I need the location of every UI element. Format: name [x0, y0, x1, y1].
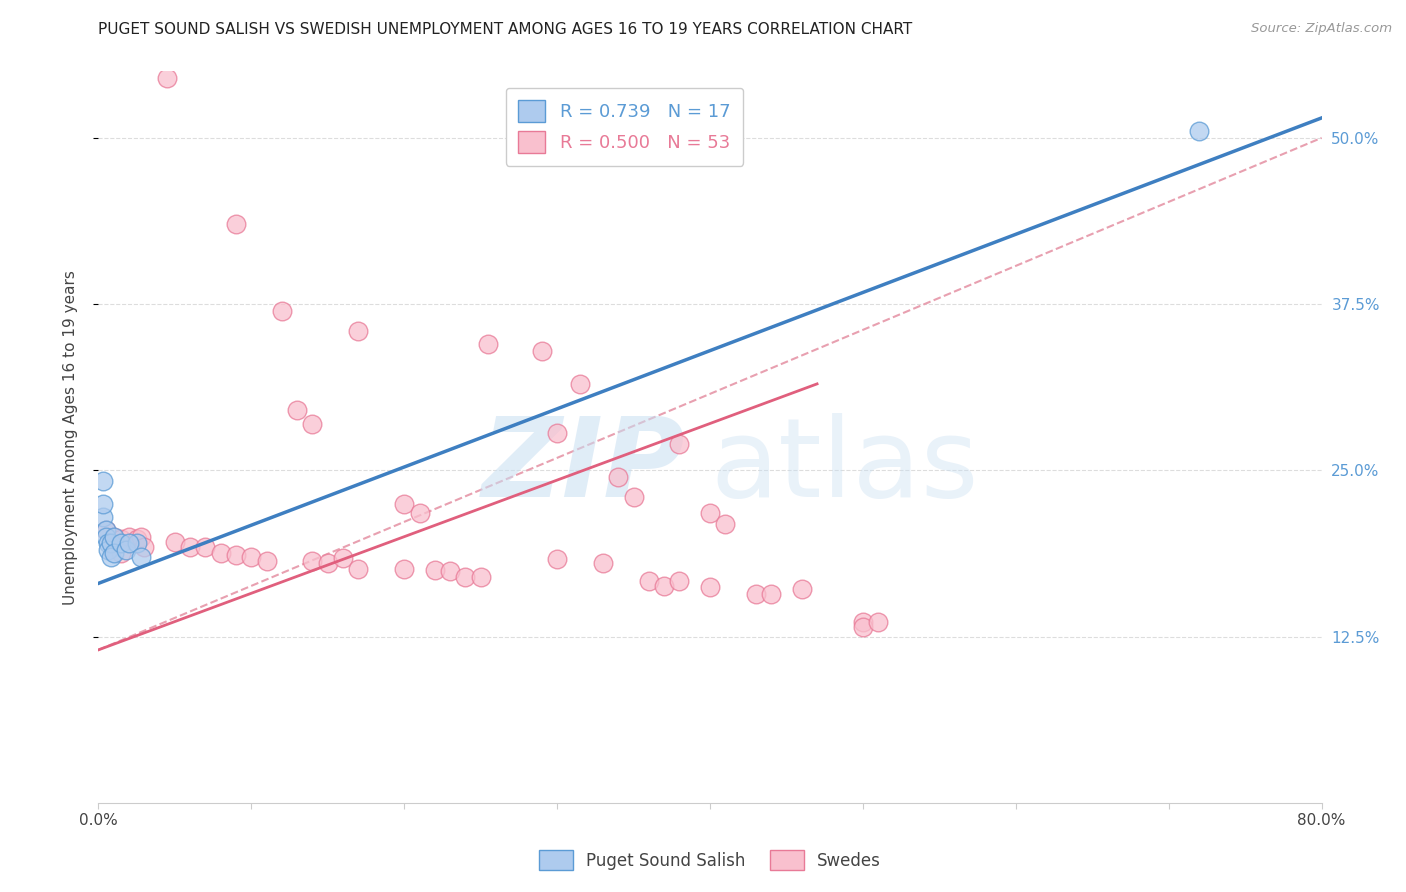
- Point: [256, 554, 278, 568]
- Point: [118, 530, 141, 544]
- Point: [477, 337, 499, 351]
- Point: [270, 303, 292, 318]
- Text: ZIP: ZIP: [482, 413, 686, 520]
- Text: PUGET SOUND SALISH VS SWEDISH UNEMPLOYMENT AMONG AGES 16 TO 19 YEARS CORRELATION: PUGET SOUND SALISH VS SWEDISH UNEMPLOYME…: [98, 22, 912, 37]
- Y-axis label: Unemployment Among Ages 16 to 19 years: Unemployment Among Ages 16 to 19 years: [63, 269, 77, 605]
- Point: [439, 565, 461, 579]
- Point: [569, 376, 592, 391]
- Point: [94, 530, 117, 544]
- Point: [115, 543, 138, 558]
- Point: [316, 557, 339, 571]
- Point: [714, 516, 737, 531]
- Point: [546, 426, 568, 441]
- Point: [852, 615, 875, 629]
- Point: [423, 563, 446, 577]
- Point: [156, 70, 179, 85]
- Point: [392, 562, 416, 576]
- Point: [103, 530, 125, 544]
- Point: [100, 536, 122, 550]
- Point: [125, 536, 148, 550]
- Point: [699, 506, 721, 520]
- Point: [129, 530, 152, 544]
- Text: atlas: atlas: [710, 413, 979, 520]
- Point: [225, 549, 247, 563]
- Point: [91, 474, 114, 488]
- Point: [125, 533, 148, 547]
- Point: [347, 562, 370, 576]
- Point: [668, 436, 690, 450]
- Point: [129, 549, 152, 564]
- Text: Source: ZipAtlas.com: Source: ZipAtlas.com: [1251, 22, 1392, 36]
- Point: [134, 541, 156, 555]
- Point: [652, 579, 675, 593]
- Point: [1188, 124, 1211, 138]
- Point: [100, 549, 122, 564]
- Point: [103, 546, 125, 560]
- Point: [759, 587, 782, 601]
- Point: [118, 536, 141, 550]
- Point: [194, 541, 217, 555]
- Point: [97, 543, 120, 558]
- Point: [392, 497, 416, 511]
- Point: [470, 570, 492, 584]
- Point: [301, 417, 323, 431]
- Point: [91, 509, 114, 524]
- Point: [94, 523, 117, 537]
- Point: [163, 535, 186, 549]
- Point: [546, 552, 568, 566]
- Legend: Puget Sound Salish, Swedes: Puget Sound Salish, Swedes: [531, 841, 889, 879]
- Point: [301, 554, 323, 568]
- Point: [347, 324, 370, 338]
- Point: [454, 570, 477, 584]
- Point: [699, 580, 721, 594]
- Point: [745, 587, 768, 601]
- Point: [530, 343, 553, 358]
- Point: [209, 546, 232, 560]
- Point: [852, 620, 875, 634]
- Point: [91, 497, 114, 511]
- Point: [225, 217, 247, 231]
- Point: [637, 574, 661, 588]
- Point: [668, 574, 690, 588]
- Point: [179, 541, 201, 555]
- Point: [607, 470, 630, 484]
- Point: [285, 403, 308, 417]
- Point: [110, 533, 132, 547]
- Point: [790, 582, 813, 596]
- Point: [332, 551, 354, 566]
- Point: [110, 546, 132, 560]
- Point: [868, 615, 890, 629]
- Point: [592, 557, 614, 571]
- Point: [623, 490, 645, 504]
- Point: [94, 523, 117, 537]
- Point: [240, 549, 263, 564]
- Point: [97, 536, 120, 550]
- Point: [103, 530, 125, 544]
- Point: [408, 506, 430, 520]
- Point: [110, 536, 132, 550]
